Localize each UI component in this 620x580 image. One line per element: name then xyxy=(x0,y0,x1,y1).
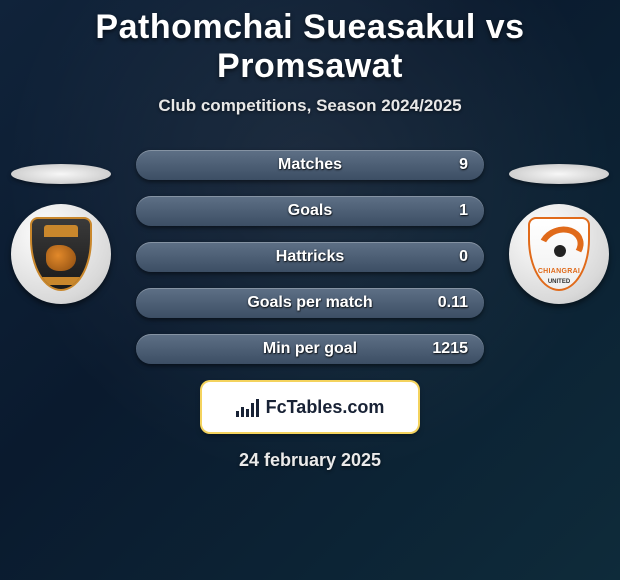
stat-row-goals-per-match: Goals per match 0.11 xyxy=(136,288,484,318)
stat-label: Matches xyxy=(278,156,342,174)
stat-value: 0.11 xyxy=(438,294,468,312)
player-oval-right xyxy=(509,164,609,184)
brand-box[interactable]: FcTables.com xyxy=(202,382,418,432)
page-title: Pathomchai Sueasakul vs Promsawat xyxy=(0,8,620,86)
infographic-card: Pathomchai Sueasakul vs Promsawat Club c… xyxy=(0,0,620,580)
crest-left-ribbon xyxy=(36,277,86,285)
stat-label: Goals per match xyxy=(247,294,372,312)
stat-label: Min per goal xyxy=(263,340,357,358)
right-column: CHIANGRAI UNITED xyxy=(504,146,614,304)
stat-row-min-per-goal: Min per goal 1215 xyxy=(136,334,484,364)
stat-row-hattricks: Hattricks 0 xyxy=(136,242,484,272)
crest-left-emblem xyxy=(46,245,76,271)
crest-right-dot xyxy=(554,245,566,257)
crest-right-label1: CHIANGRAI xyxy=(538,268,580,275)
crest-right-label2: UNITED xyxy=(548,279,570,285)
stat-row-matches: Matches 9 xyxy=(136,150,484,180)
bars-icon xyxy=(236,397,260,417)
stat-value: 1 xyxy=(459,202,468,220)
subtitle: Club competitions, Season 2024/2025 xyxy=(0,96,620,116)
date-line: 24 february 2025 xyxy=(0,450,620,471)
stat-row-goals: Goals 1 xyxy=(136,196,484,226)
stat-label: Hattricks xyxy=(276,248,344,266)
crest-wrap-left xyxy=(11,204,111,304)
stat-value: 1215 xyxy=(432,340,468,358)
stats-column: Matches 9 Goals 1 Hattricks 0 Goals per … xyxy=(116,150,504,364)
player-oval-left xyxy=(11,164,111,184)
brand-text: FcTables.com xyxy=(266,397,385,418)
crest-wrap-right: CHIANGRAI UNITED xyxy=(509,204,609,304)
stat-value: 9 xyxy=(459,156,468,174)
stat-label: Goals xyxy=(288,202,332,220)
main-row: Matches 9 Goals 1 Hattricks 0 Goals per … xyxy=(0,146,620,364)
club-crest-right: CHIANGRAI UNITED xyxy=(528,217,590,291)
left-column xyxy=(6,146,116,304)
club-crest-left xyxy=(30,217,92,291)
stat-value: 0 xyxy=(459,248,468,266)
